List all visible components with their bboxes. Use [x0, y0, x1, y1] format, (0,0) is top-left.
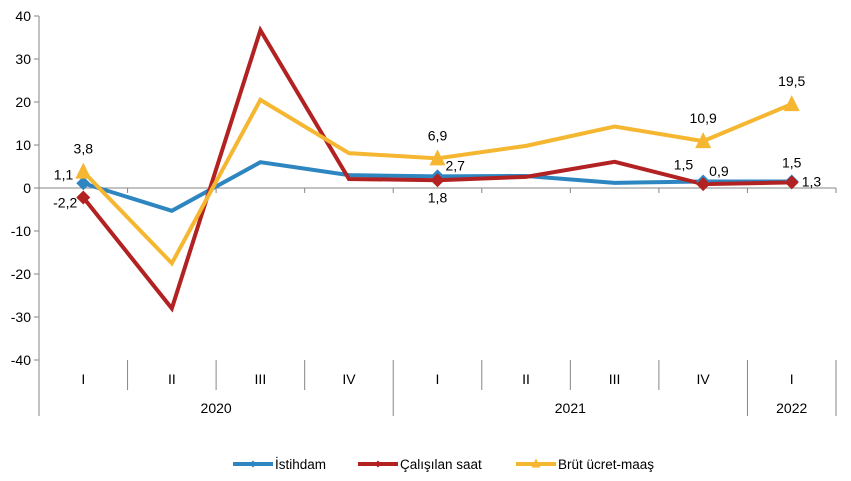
legend-label: Brüt ücret-maaş: [558, 457, 654, 472]
y-tick-label: 20: [15, 94, 31, 110]
quarter-label: I: [436, 371, 440, 387]
data-marker: [783, 95, 800, 112]
legend-marker: [531, 458, 541, 468]
data-labels: 1,1 2,7 1,5 1,5 -2,2 1,8 0,9 1,3 3,8 6,9 10,9 19,5: [53, 73, 821, 210]
data-marker: [76, 176, 91, 191]
data-marker: [75, 162, 92, 179]
y-tick-label: 0: [23, 180, 31, 196]
legend: İstihdam Çalışılan saat Brüt ücret-maaş: [233, 457, 654, 472]
y-tick-label: 10: [15, 137, 31, 153]
quarter-label: IV: [342, 371, 356, 387]
legend-label: Çalışılan saat: [400, 457, 482, 472]
data-label: 10,9: [690, 110, 717, 126]
data-marker: [696, 177, 711, 192]
data-label: 2,7: [446, 157, 466, 173]
data-label: -2,2: [53, 194, 77, 210]
data-label: 1,3: [802, 173, 822, 189]
y-tick-label: -10: [11, 223, 31, 239]
year-label: 2020: [201, 400, 232, 416]
y-tick-label: 40: [15, 8, 31, 24]
data-marker: [784, 175, 799, 190]
quarter-label: II: [522, 371, 530, 387]
legend-marker: [374, 460, 382, 468]
data-label: 0,9: [709, 163, 729, 179]
y-tick-label: -20: [11, 266, 31, 282]
quarter-label: II: [168, 371, 176, 387]
data-label: 1,5: [782, 155, 802, 171]
y-tick-label: -40: [11, 352, 31, 368]
series-markers: [75, 95, 800, 205]
y-tick-label: -30: [11, 309, 31, 325]
data-label: 1,8: [428, 189, 448, 205]
year-label: 2021: [555, 400, 586, 416]
data-label: 1,1: [54, 166, 74, 182]
legend-marker: [249, 460, 257, 468]
quarter-label: I: [81, 371, 85, 387]
data-label: 3,8: [74, 141, 94, 157]
data-marker: [695, 132, 712, 149]
legend-label: İstihdam: [275, 457, 326, 472]
legend-item-1: Çalışılan saat: [358, 457, 482, 472]
axes: [38, 16, 837, 416]
y-tick-label: 30: [15, 51, 31, 67]
legend-item-0: İstihdam: [233, 457, 326, 472]
data-label: 19,5: [778, 73, 805, 89]
quarter-label: IV: [697, 371, 711, 387]
legend-item-2: Brüt ücret-maaş: [516, 457, 654, 472]
data-marker: [76, 190, 91, 205]
data-label: 1,5: [674, 157, 694, 173]
quarter-label: I: [790, 371, 794, 387]
data-label: 6,9: [428, 127, 448, 143]
quarter-label: III: [609, 371, 621, 387]
quarter-label: III: [255, 371, 267, 387]
year-label: 2022: [776, 400, 807, 416]
y-axis-ticks: 40 30 20 10 0 -10 -20 -30 -40: [11, 8, 39, 368]
data-marker: [429, 149, 446, 166]
data-marker: [430, 173, 445, 188]
